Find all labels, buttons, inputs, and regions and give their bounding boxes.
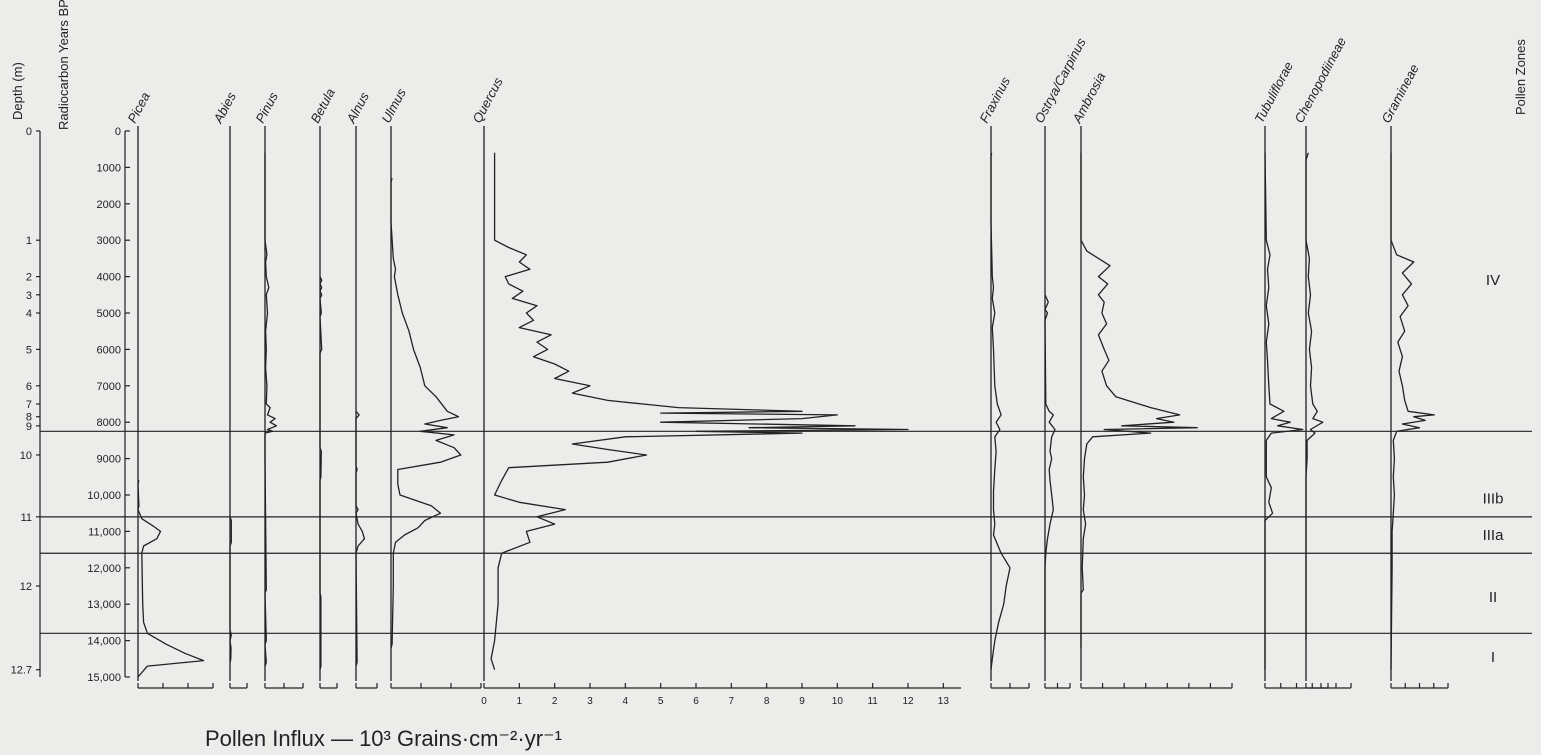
- series-panel: Chenopodiineae: [1291, 35, 1352, 689]
- series-title: Ulmus: [378, 85, 409, 125]
- quercus-scale-label: 10: [832, 696, 844, 707]
- series-title: Chenopodiineae: [1291, 35, 1349, 126]
- depth-tick-label: 12: [20, 581, 32, 593]
- age-tick-label: 6000: [97, 344, 121, 356]
- series-curve: [229, 516, 232, 663]
- quercus-scale-label: 4: [623, 696, 629, 707]
- age-tick-label: 9000: [97, 454, 121, 466]
- series-panel: Ambrosia: [1069, 70, 1233, 689]
- series-panel: Pinus: [252, 89, 304, 689]
- series-title: Pinus: [252, 89, 281, 125]
- series-title: Fraxinus: [976, 74, 1013, 125]
- quercus-scale-label: 2: [552, 696, 558, 707]
- series-title: Alnus: [343, 89, 372, 126]
- depth-tick-label: 2: [26, 272, 32, 284]
- depth-tick-label: 7: [26, 399, 32, 411]
- quercus-scale-label: 6: [693, 696, 699, 707]
- age-tick-label: 14,000: [87, 636, 121, 648]
- series-title: Quercus: [469, 75, 506, 126]
- age-tick-label: 10,000: [87, 490, 121, 502]
- depth-axis-label: Depth (m): [10, 62, 25, 120]
- zone-axis-label: Pollen Zones: [1513, 39, 1528, 115]
- series-curve: [1080, 152, 1198, 648]
- age-tick-label: 7000: [97, 381, 121, 393]
- series-panel: Picea: [124, 90, 214, 689]
- age-tick-label: 0: [115, 126, 121, 138]
- series-curve: [355, 410, 366, 667]
- quercus-scale-label: 1: [517, 696, 523, 707]
- quercus-scale-label: 0: [481, 696, 487, 707]
- age-tick-label: 5000: [97, 308, 121, 320]
- quercus-scale-label: 5: [658, 696, 664, 707]
- series-curve: [390, 178, 462, 649]
- age-axis: Radiocarbon Years BP 0 1000 2000 3000 4000 50…: [56, 0, 130, 684]
- depth-tick-label: 9: [26, 421, 32, 433]
- zone-lines-layer: [40, 430, 1532, 634]
- age-axis-label: Radiocarbon Years BP: [56, 0, 71, 130]
- quercus-scale-label: 13: [938, 696, 950, 707]
- zone-label: IV: [1486, 272, 1500, 289]
- age-tick-label: 15,000: [87, 672, 121, 684]
- series-curve: [1305, 152, 1324, 641]
- series-panel: Abies: [210, 89, 248, 689]
- series-curve: [264, 152, 278, 667]
- quercus-scale-label: 12: [902, 696, 914, 707]
- series-panel: Ostrya/Carpinus: [1031, 35, 1089, 689]
- age-tick-label: 8000: [97, 417, 121, 429]
- age-tick-label: 11,000: [88, 526, 121, 538]
- series-panel: Betula: [307, 86, 338, 689]
- depth-tick-label: 3: [26, 290, 32, 302]
- age-tick-label: 12,000: [87, 563, 121, 575]
- series-curve: [490, 152, 909, 670]
- series-panel: Tubuliflorae: [1251, 59, 1329, 689]
- series-curve: [1390, 152, 1435, 670]
- age-tick-label: 13,000: [87, 599, 121, 611]
- series-title: Ambrosia: [1069, 70, 1108, 126]
- depth-tick-label: 10: [20, 450, 32, 462]
- series-panel: Fraxinus: [976, 74, 1030, 689]
- series-title: Gramineae: [1378, 62, 1421, 126]
- series-title: Picea: [124, 90, 153, 126]
- series-panel: Ulmus: [378, 85, 482, 689]
- series-title: Tubuliflorae: [1251, 59, 1296, 125]
- zone-label: I: [1491, 649, 1495, 666]
- depth-tick-label: 8: [26, 412, 32, 424]
- depth-tick-label: 5: [26, 344, 32, 356]
- series-panel: Alnus: [343, 89, 378, 689]
- series-curve: [1044, 294, 1056, 641]
- depth-tick-label: 12.7: [11, 665, 32, 677]
- quercus-scale-label: 11: [867, 696, 878, 707]
- series-curve: [137, 480, 205, 678]
- zone-label: II: [1489, 589, 1497, 606]
- zone-label: IIIb: [1483, 491, 1504, 508]
- depth-tick-label: 0: [26, 126, 32, 138]
- x-axis-label: Pollen Influx — 10³ Grains·cm⁻²·yr⁻¹: [205, 726, 562, 751]
- depth-tick-label: 1: [26, 235, 32, 247]
- zone-label: IIIa: [1483, 527, 1505, 544]
- quercus-scale-label: 3: [587, 696, 593, 707]
- age-tick-label: 2000: [97, 199, 121, 211]
- series-panel: Gramineae: [1378, 62, 1449, 689]
- quercus-scale-label: 7: [729, 696, 735, 707]
- depth-tick-label: 6: [26, 381, 32, 393]
- depth-tick-label: 11: [21, 512, 32, 524]
- age-tick-label: 4000: [97, 272, 121, 284]
- quercus-scale-label: 8: [764, 696, 770, 707]
- series-curve: [990, 152, 1011, 670]
- series-title: Abies: [210, 89, 239, 126]
- quercus-scale-label: 9: [799, 696, 805, 707]
- depth-tick-label: 4: [26, 308, 32, 320]
- age-tick-label: 3000: [97, 235, 121, 247]
- series-curve: [1264, 152, 1304, 670]
- age-tick-label: 1000: [97, 162, 121, 174]
- series-title: Betula: [307, 86, 338, 126]
- series-curve: [319, 276, 323, 670]
